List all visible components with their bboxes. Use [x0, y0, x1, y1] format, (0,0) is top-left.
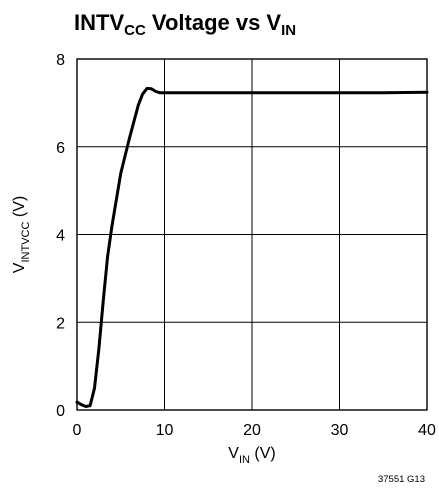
x-axis-label: VIN (V)	[228, 445, 275, 466]
axis-label-subscript: INTVCC	[20, 222, 32, 263]
title-subscript: CC	[124, 22, 146, 39]
x-tick-label: 40	[418, 422, 436, 439]
label-text: INTV	[74, 10, 124, 35]
x-tick-label: 30	[331, 422, 349, 439]
y-axis-label: VINTVCC (V)	[11, 196, 32, 273]
y-axis-ticks: 0 2 4 6 8	[56, 52, 65, 420]
label-text: (V)	[11, 196, 28, 222]
grid-lines	[76, 58, 428, 411]
y-tick-label: 6	[56, 140, 65, 157]
plot-area	[75, 58, 429, 411]
y-tick-label: 0	[56, 403, 65, 420]
title-subscript: IN	[281, 22, 296, 39]
y-tick-label: 2	[56, 315, 65, 332]
label-text: V	[11, 262, 28, 273]
x-tick-label: 10	[156, 422, 174, 439]
y-tick-label: 4	[56, 228, 65, 245]
y-tick-label: 8	[56, 52, 65, 69]
x-axis-ticks: 0 10 20 30 40	[73, 422, 436, 439]
x-tick-label: 20	[243, 422, 261, 439]
axis-label-subscript: IN	[239, 454, 250, 466]
plot-frame	[76, 58, 428, 411]
figure-id: 37551 G13	[378, 474, 425, 485]
x-tick-label: 0	[73, 422, 82, 439]
label-text: Voltage vs V	[146, 10, 282, 35]
series-line-intvcc	[75, 86, 429, 408]
chart-title: INTVCC Voltage vs VIN	[74, 10, 296, 39]
label-text: V	[228, 445, 239, 462]
label-text: (V)	[250, 445, 276, 462]
